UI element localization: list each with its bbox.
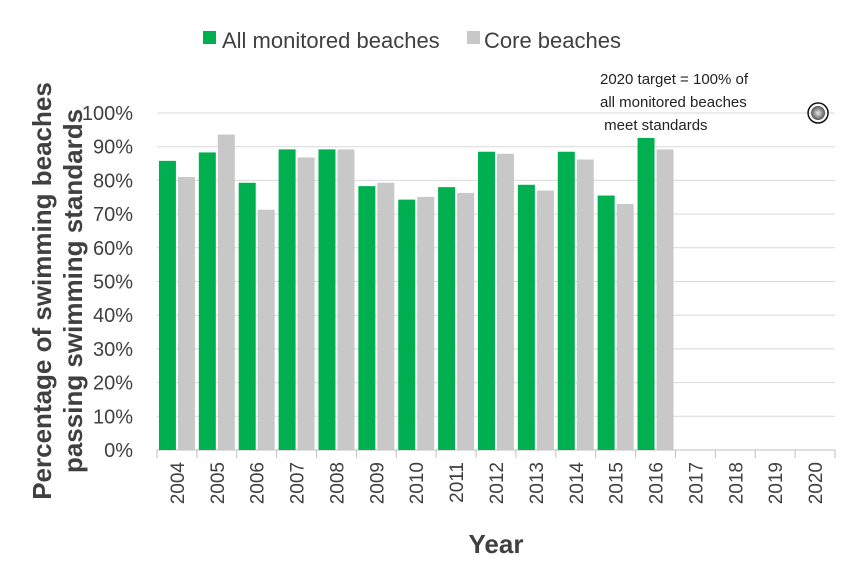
x-tick-label: 2019: [766, 462, 787, 504]
y-tick-label: 30%: [93, 339, 133, 361]
bar-all-monitored-2008: [318, 149, 336, 450]
bar-core-2008: [337, 149, 355, 450]
legend-swatch-all-monitored: [203, 31, 216, 44]
bar-all-monitored-2009: [358, 186, 376, 450]
x-tick-label: 2018: [726, 462, 747, 504]
x-tick-label: 2006: [248, 462, 269, 504]
bars: [158, 134, 674, 451]
bar-core-2006: [257, 209, 275, 450]
y-tick-label: 60%: [93, 238, 133, 260]
y-tick-label: 40%: [93, 305, 133, 327]
y-tick-label: 80%: [93, 170, 133, 192]
legend-swatch-core: [467, 31, 480, 44]
x-tick-label: 2013: [527, 462, 548, 504]
target-annotation-line-3: meet standards: [600, 117, 708, 134]
y-tick-label: 50%: [93, 272, 133, 294]
x-tick-label: 2016: [647, 462, 668, 504]
bar-core-2016: [656, 149, 674, 450]
bar-all-monitored-2004: [158, 160, 176, 450]
x-tick-label: 2011: [447, 462, 468, 503]
y-tick-label: 20%: [93, 373, 133, 395]
target-annotation-line-2: all monitored beaches: [600, 94, 747, 111]
bar-core-2014: [576, 159, 594, 451]
x-tick-label: 2010: [407, 462, 428, 504]
target-marker: [807, 102, 829, 124]
bar-core-2004: [177, 177, 195, 450]
y-axis-title-line-1: Percentage of swimming beaches: [27, 82, 57, 500]
x-tick-label: 2014: [567, 462, 588, 505]
bar-all-monitored-2010: [398, 199, 416, 450]
x-tick-label: 2012: [487, 462, 508, 504]
bar-core-2010: [417, 196, 435, 450]
bar-core-2009: [377, 182, 395, 450]
legend: All monitored beaches Core beaches: [203, 28, 621, 53]
bar-core-2013: [536, 190, 554, 450]
x-tick-label: 2009: [367, 462, 388, 504]
legend-label-core: Core beaches: [484, 28, 621, 53]
target-marker-dot: [811, 106, 826, 120]
bar-core-2015: [616, 203, 634, 450]
target-annotation: 2020 target = 100% of all monitored beac…: [600, 71, 749, 134]
x-axis-ticks: 2004 2005 2006 2007 2008 2009 2010 2011 2012 2013…: [168, 462, 827, 505]
x-tick-label: 2017: [686, 462, 707, 504]
y-tick-label: 90%: [93, 137, 133, 159]
bar-all-monitored-2007: [278, 149, 296, 450]
x-tick-label: 2015: [607, 462, 628, 504]
bar-all-monitored-2006: [238, 182, 256, 450]
y-tick-label: 100%: [82, 103, 133, 125]
y-axis-ticks: 0% 10% 20% 30% 40% 50% 60% 70% 80% 90% 100%: [82, 103, 133, 462]
legend-label-all-monitored: All monitored beaches: [222, 28, 440, 53]
bar-all-monitored-2012: [478, 151, 495, 450]
bar-core-2005: [217, 134, 235, 450]
x-tick-label: 2008: [327, 462, 348, 504]
bar-all-monitored-2015: [597, 195, 615, 450]
bar-core-2011: [457, 192, 475, 450]
target-annotation-line-1: 2020 target = 100% of: [600, 71, 749, 88]
bar-core-2012: [497, 153, 514, 451]
y-tick-label: 70%: [93, 204, 133, 226]
bar-all-monitored-2013: [517, 184, 535, 450]
bar-core-2007: [297, 157, 315, 450]
x-axis-title: Year: [469, 529, 524, 559]
bar-all-monitored-2011: [438, 187, 456, 450]
target-marker-ring: [807, 102, 829, 124]
x-tick-label: 2004: [168, 462, 189, 505]
x-tick-label: 2007: [288, 462, 309, 504]
y-tick-label: 0%: [104, 440, 133, 462]
bar-all-monitored-2016: [637, 137, 655, 451]
y-axis-title: Percentage of swimming beaches passing s…: [27, 82, 88, 500]
x-tick-label: 2020: [806, 462, 827, 504]
y-axis-title-line-2: passing swimming standards: [58, 109, 88, 473]
y-tick-label: 10%: [93, 406, 133, 428]
x-tick-label: 2005: [208, 462, 229, 504]
bar-all-monitored-2005: [198, 152, 216, 450]
bar-all-monitored-2014: [557, 151, 575, 450]
